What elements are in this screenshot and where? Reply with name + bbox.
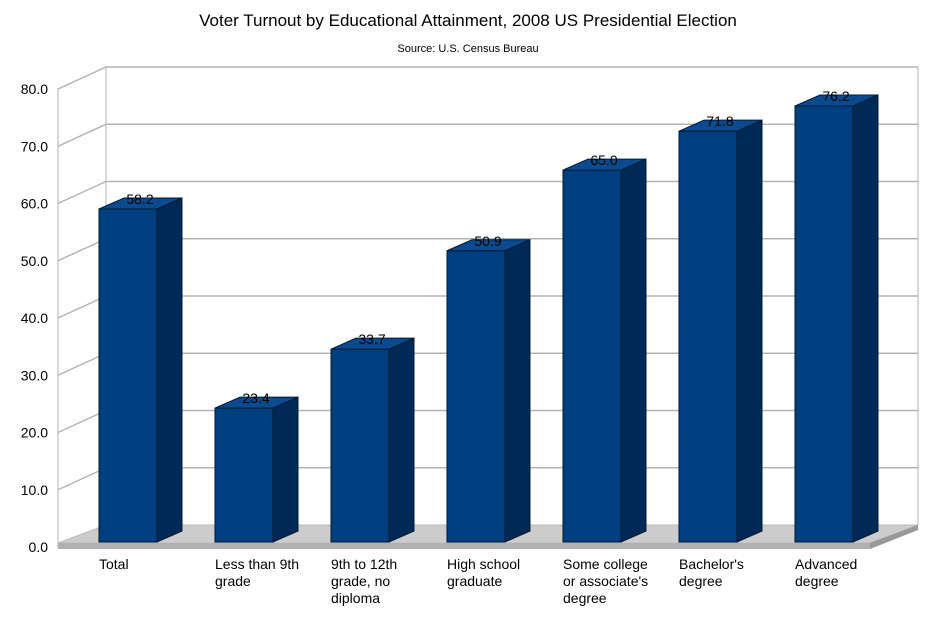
x-category-label-line: Advanced [795, 556, 857, 572]
x-category-label-line: degree [679, 573, 723, 589]
bar-front [794, 105, 854, 543]
x-category-label-line: graduate [447, 573, 502, 589]
bar-side [504, 239, 531, 543]
gridline-side [57, 238, 107, 262]
y-tick-label: 40.0 [21, 310, 48, 326]
chart-title: Voter Turnout by Educational Attainment,… [199, 11, 737, 30]
gridline-side [57, 467, 107, 491]
bar: 65.0 [562, 152, 647, 543]
data-label: 76.2 [822, 88, 849, 104]
bar-front [214, 407, 274, 543]
x-category-label: Total [99, 556, 129, 572]
data-label: 58.2 [126, 191, 153, 207]
bar: 33.7 [330, 331, 415, 543]
bar-side [272, 396, 299, 543]
x-category-label: Less than 9th grade [215, 556, 299, 589]
bar: 23.4 [214, 390, 299, 543]
data-label: 71.8 [706, 113, 733, 129]
x-category-label-line: grade [215, 573, 251, 589]
gridline-side [57, 295, 107, 319]
data-label: 65.0 [590, 152, 617, 168]
y-tick-label: 80.0 [21, 81, 48, 97]
x-category-label-line: Less than 9th [215, 556, 299, 572]
bar-front [330, 348, 390, 543]
gridline-side [57, 66, 107, 90]
data-label: 33.7 [358, 331, 385, 347]
y-tick-label: 50.0 [21, 253, 48, 269]
bar-front [562, 169, 622, 543]
data-label: 50.9 [474, 233, 501, 249]
bar: 58.2 [98, 191, 183, 543]
y-tick-label: 0.0 [29, 539, 49, 555]
bar: 50.9 [446, 233, 531, 543]
x-category-label-line: degree [795, 573, 839, 589]
data-label: 23.4 [242, 390, 269, 406]
x-category-label-line: Total [99, 556, 129, 572]
bar-side [852, 94, 879, 543]
y-tick-label: 30.0 [21, 367, 48, 383]
y-axis-ticks: 0.0 10.0 20.0 30.0 40.0 50.0 60.0 70.0 80.0 [21, 81, 48, 555]
x-axis-labels: Total Less than 9th grade 9th to 12th grade,… [99, 556, 857, 606]
gridline-side [57, 123, 107, 147]
x-category-label: Advanced degree [795, 556, 857, 589]
bar-side [156, 197, 183, 543]
x-category-label-line: High school [447, 556, 520, 572]
x-category-label-line: Some college [563, 556, 648, 572]
x-category-label: High school graduate [447, 556, 520, 589]
x-category-label-line: grade, no [331, 573, 390, 589]
x-category-label: Bachelor's degree [679, 556, 744, 589]
bar-top [330, 337, 415, 350]
y-tick-label: 10.0 [21, 482, 48, 498]
x-category-label-line: diploma [331, 590, 380, 606]
y-tick-label: 70.0 [21, 138, 48, 154]
y-tick-label: 20.0 [21, 425, 48, 441]
bars: 58.2 23.4 33.7 50.9 65.0 71.8 76.2 [98, 88, 879, 543]
bar-top [214, 396, 299, 409]
x-category-label: Some college or associate's degree [563, 556, 648, 606]
gridline-side [57, 180, 107, 205]
chart-subtitle: Source: U.S. Census Bureau [397, 43, 538, 55]
x-category-label-line: degree [563, 590, 607, 606]
bar: 71.8 [678, 113, 763, 543]
floor-edge-side [870, 525, 918, 549]
gridline-side [57, 409, 107, 434]
bar: 76.2 [794, 88, 879, 543]
x-category-label-line: or associate's [563, 573, 648, 589]
y-tick-label: 60.0 [21, 196, 48, 212]
bar-top [562, 158, 647, 171]
bar-side [736, 119, 763, 543]
bar-top [794, 94, 879, 107]
bar-front [98, 208, 158, 543]
gridline-side [57, 352, 107, 376]
bar-top [98, 197, 183, 210]
bar-front [446, 250, 506, 543]
bar-side [388, 337, 415, 543]
x-category-label-line: 9th to 12th [331, 556, 397, 572]
bar-top [446, 239, 531, 252]
floor-edge [58, 543, 870, 549]
x-category-label-line: Bachelor's [679, 556, 744, 572]
bar-top [678, 119, 763, 132]
x-category-label: 9th to 12th grade, no diploma [331, 556, 397, 606]
bar-side [620, 158, 647, 543]
bar-front [678, 130, 738, 543]
